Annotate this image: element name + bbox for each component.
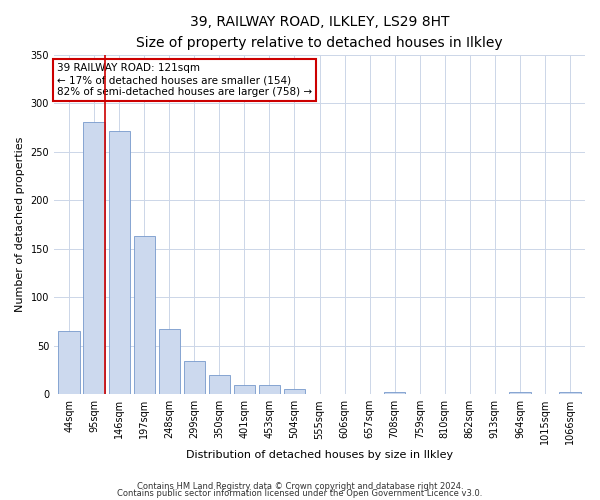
Title: 39, RAILWAY ROAD, ILKLEY, LS29 8HT
Size of property relative to detached houses : 39, RAILWAY ROAD, ILKLEY, LS29 8HT Size … bbox=[136, 15, 503, 50]
Bar bbox=[109, 130, 130, 394]
Bar bbox=[559, 392, 581, 394]
Bar bbox=[384, 392, 406, 394]
Text: Contains HM Land Registry data © Crown copyright and database right 2024.: Contains HM Land Registry data © Crown c… bbox=[137, 482, 463, 491]
X-axis label: Distribution of detached houses by size in Ilkley: Distribution of detached houses by size … bbox=[186, 450, 453, 460]
Bar bbox=[259, 384, 280, 394]
Bar bbox=[284, 390, 305, 394]
Bar bbox=[184, 362, 205, 394]
Bar bbox=[158, 330, 180, 394]
Bar bbox=[234, 386, 255, 394]
Bar bbox=[509, 392, 530, 394]
Bar bbox=[83, 122, 105, 394]
Bar bbox=[58, 331, 80, 394]
Bar bbox=[134, 236, 155, 394]
Text: 39 RAILWAY ROAD: 121sqm
← 17% of detached houses are smaller (154)
82% of semi-d: 39 RAILWAY ROAD: 121sqm ← 17% of detache… bbox=[56, 64, 312, 96]
Bar bbox=[209, 375, 230, 394]
Text: Contains public sector information licensed under the Open Government Licence v3: Contains public sector information licen… bbox=[118, 489, 482, 498]
Y-axis label: Number of detached properties: Number of detached properties bbox=[15, 137, 25, 312]
